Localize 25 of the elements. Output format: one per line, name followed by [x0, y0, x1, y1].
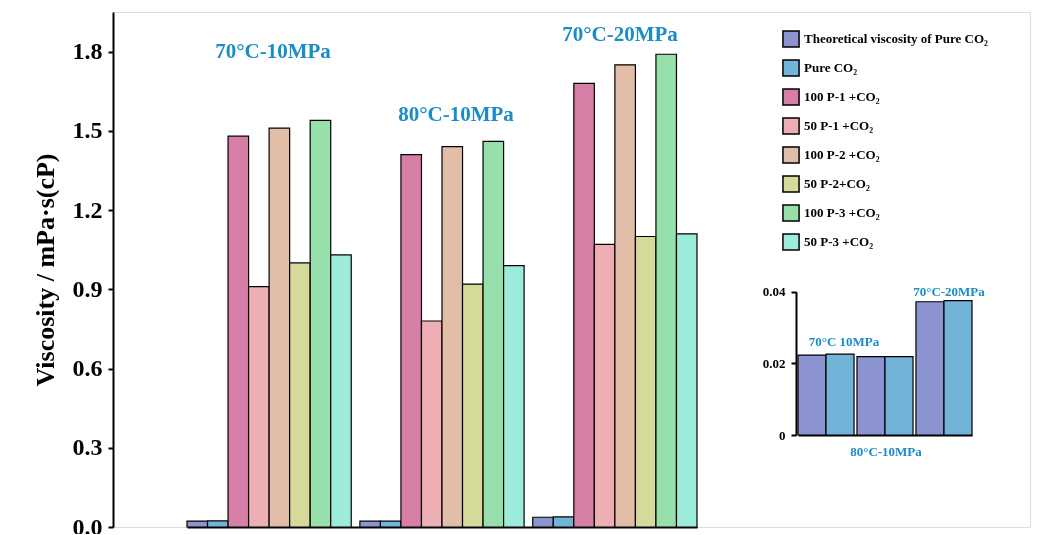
legend-label: 100 P-2 +CO₂ — [804, 147, 880, 162]
y-tick-label: 0.02 — [762, 355, 786, 371]
annotation: 70°C-10MPa — [215, 39, 332, 63]
annotation: 70°C 10MPa — [808, 334, 880, 349]
y-tick-label: 1.2 — [72, 196, 103, 223]
y-tick-label: 0.0 — [72, 513, 103, 535]
y-tick-label: 0.3 — [72, 434, 103, 461]
legend-label: 50 P-2+CO₂ — [804, 176, 870, 191]
legend-label: 100 P-1 +CO₂ — [804, 89, 880, 104]
y-tick-label: 0.6 — [72, 355, 103, 382]
annotation: 80°C-10MPa — [398, 102, 515, 126]
y-tick-label: 1.8 — [72, 38, 103, 65]
y-tick-label: 0 — [779, 427, 786, 443]
legend-label: 50 P-1 +CO₂ — [804, 118, 874, 133]
y-tick-label: 0.04 — [762, 284, 786, 300]
text: 80°C-10MPa — [850, 444, 923, 459]
annotation: 70°C-20MPa — [562, 22, 679, 46]
y-tick-label: 1.5 — [72, 117, 103, 144]
y-axis-title: Viscosity / mPa·s(cP) — [30, 153, 60, 387]
legend-label: Theoretical viscosity of Pure CO₂ — [804, 31, 989, 46]
legend-label: 50 P-3 +CO₂ — [804, 234, 874, 249]
legend-label: Pure CO₂ — [804, 60, 858, 75]
y-tick-label: 0.9 — [72, 275, 103, 302]
legend-label: 100 P-3 +CO₂ — [804, 205, 880, 220]
annotation: 70°C-20MPa — [913, 284, 986, 299]
